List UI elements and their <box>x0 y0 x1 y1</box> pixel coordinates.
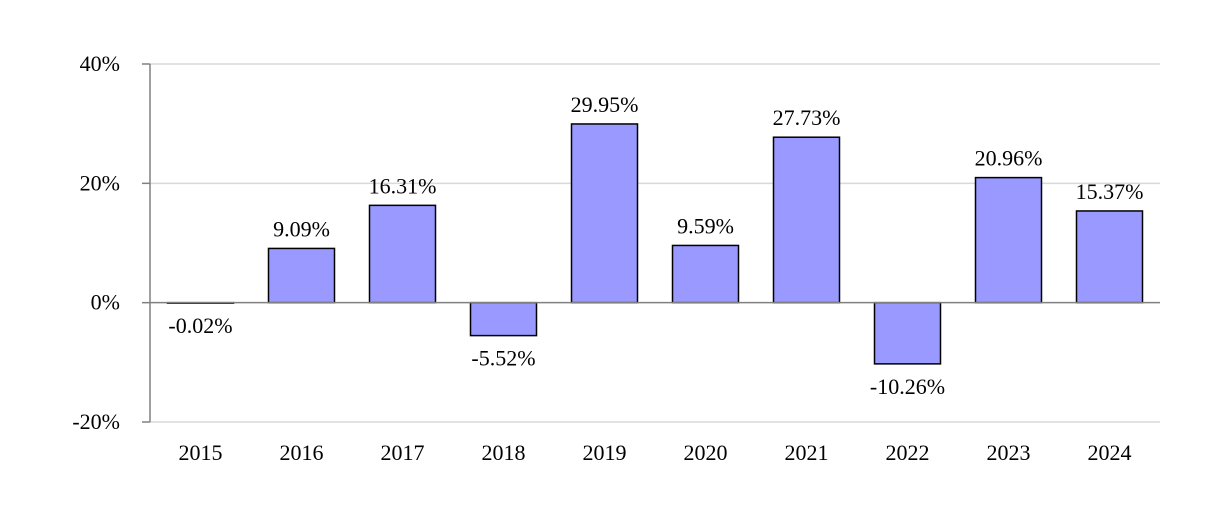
bar-value-label: 9.09% <box>273 216 330 241</box>
x-category-label: 2021 <box>785 440 829 465</box>
y-tick-label: 0% <box>91 290 120 315</box>
y-axis-ticks: -20% 0% 20% 40% <box>72 51 150 434</box>
bar-value-label: 9.59% <box>677 213 734 238</box>
y-tick-label: 40% <box>80 51 120 76</box>
x-category-label: 2020 <box>684 440 728 465</box>
bar-2016 <box>267 247 336 304</box>
bar-2024 <box>1075 210 1144 304</box>
x-category-label: 2023 <box>987 440 1031 465</box>
bar-2017 <box>368 204 437 304</box>
bar-value-label: 16.31% <box>369 173 437 198</box>
bar-value-label: -5.52% <box>471 346 535 371</box>
x-category-label: 2017 <box>381 440 425 465</box>
x-category-label: 2024 <box>1088 440 1132 465</box>
bars <box>166 123 1144 365</box>
bar-2021 <box>772 136 841 304</box>
bar-2020 <box>671 244 740 304</box>
y-tick-label: 20% <box>80 170 120 195</box>
bar-2023 <box>974 176 1043 304</box>
x-axis-category-labels: 2015 2016 2017 2018 2019 2020 2021 2022 2023 2024 <box>179 440 1132 465</box>
bar-2019 <box>570 123 639 304</box>
x-category-label: 2015 <box>179 440 223 465</box>
bar-value-label: -10.26% <box>870 374 945 399</box>
bar-value-labels: -0.02% 9.09% 16.31% -5.52% 29.95% 9.59% 27.73%… <box>168 92 1143 399</box>
x-category-label: 2018 <box>482 440 526 465</box>
bar-value-label: -0.02% <box>168 313 232 338</box>
axes <box>149 64 1160 422</box>
x-category-label: 2022 <box>886 440 930 465</box>
bar-value-label: 15.37% <box>1076 179 1144 204</box>
bar-value-label: 20.96% <box>975 146 1043 171</box>
bar-2018 <box>469 301 538 337</box>
bar-value-label: 29.95% <box>571 92 639 117</box>
y-tick-label: -20% <box>72 409 120 434</box>
x-category-label: 2019 <box>583 440 627 465</box>
bar-value-label: 27.73% <box>773 105 841 130</box>
x-category-label: 2016 <box>280 440 324 465</box>
bar-2022 <box>873 301 942 365</box>
